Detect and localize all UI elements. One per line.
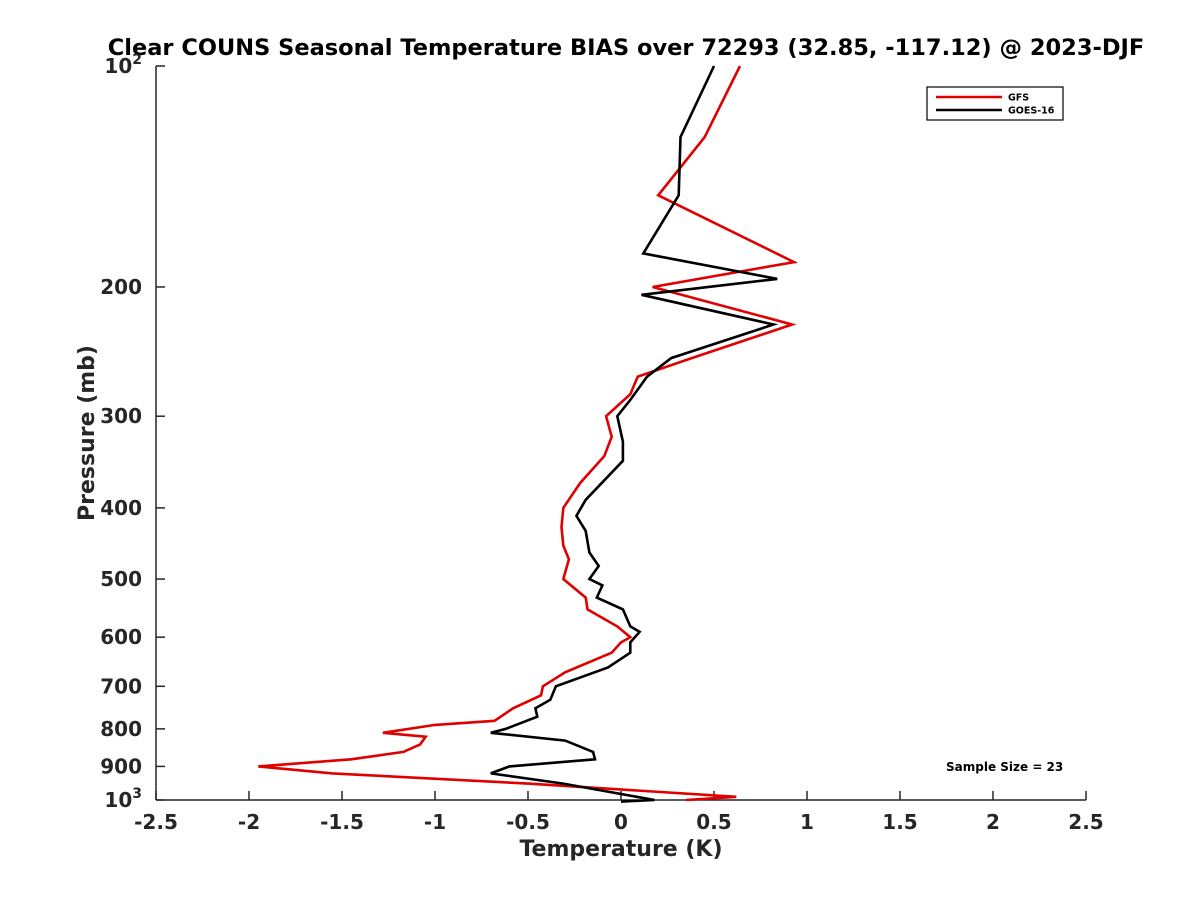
x-tick-label: 1: [800, 810, 814, 834]
y-axis-title: Pressure (mb): [75, 345, 100, 521]
x-tick-label: 2.5: [1068, 810, 1103, 834]
series-layer: [258, 65, 799, 803]
x-tick-label: 2: [986, 810, 1000, 834]
y-tick-label: 900: [100, 754, 142, 778]
y-tick-label: 800: [100, 717, 142, 741]
y-tick-label: 600: [100, 625, 142, 649]
x-tick-label: -1.5: [320, 810, 364, 834]
x-tick-label: -0.5: [506, 810, 550, 834]
x-tick-label: 0.5: [696, 810, 731, 834]
legend-label-goes16: GOES-16: [1008, 106, 1055, 117]
legend-label-gfs: GFS: [1008, 93, 1029, 104]
y-tick-label: 102: [104, 52, 142, 78]
y-tick-label: 700: [100, 674, 142, 698]
plot-area: -2.5 -2 -1.5 -1 -0.5 0 0.5 1 1.5 2 2.5 102 200 300 40…: [100, 52, 1103, 834]
x-tick-label: 0: [614, 810, 628, 834]
legend-box: [926, 86, 1064, 121]
x-axis-title: Temperature (K): [519, 837, 722, 862]
x-tick-label: 1.5: [882, 810, 917, 834]
y-tick-label: 300: [100, 404, 142, 428]
legend: GFS GOES-16: [926, 86, 1064, 121]
x-tick-label: -1: [424, 810, 446, 834]
y-axis-ticks: 102 200 300 400 500 600 700 800 900 103: [100, 52, 165, 812]
sample-size-annotation: Sample Size = 23: [946, 760, 1063, 774]
series-line-goes16: [490, 65, 779, 803]
x-tick-label: -2: [238, 810, 260, 834]
y-tick-label: 200: [100, 275, 142, 299]
chart-title: Clear COUNS Seasonal Temperature BIAS ov…: [108, 35, 1145, 61]
series-line-gfs: [258, 65, 799, 802]
x-tick-label: -2.5: [134, 810, 178, 834]
y-tick-label: 500: [100, 567, 142, 591]
x-axis-ticks: -2.5 -2 -1.5 -1 -0.5 0 0.5 1 1.5 2 2.5: [134, 791, 1104, 834]
y-tick-label: 400: [100, 496, 142, 520]
y-tick-label: 103: [104, 786, 142, 812]
